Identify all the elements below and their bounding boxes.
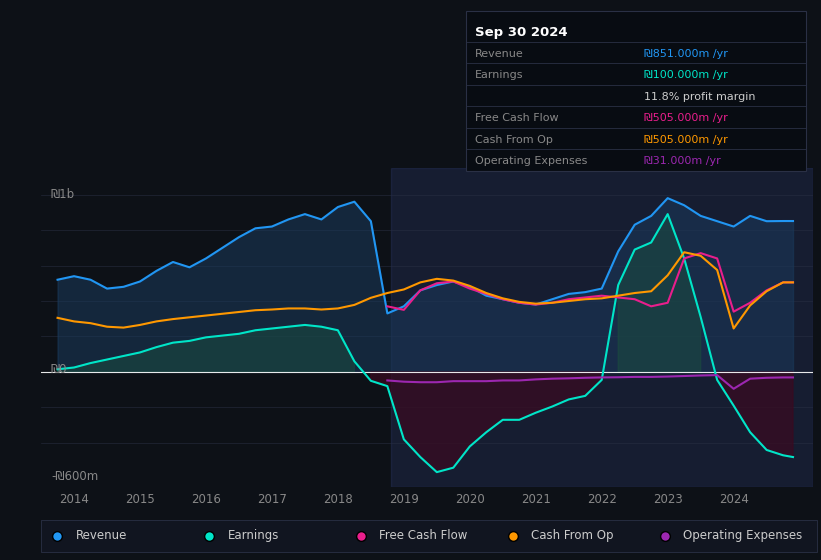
- Text: Free Cash Flow: Free Cash Flow: [475, 113, 559, 123]
- Text: Cash From Op: Cash From Op: [475, 134, 553, 144]
- Text: Sep 30 2024: Sep 30 2024: [475, 26, 568, 39]
- Text: Earnings: Earnings: [227, 529, 279, 543]
- Text: Operating Expenses: Operating Expenses: [683, 529, 802, 543]
- Text: Operating Expenses: Operating Expenses: [475, 156, 588, 166]
- Text: ₪0: ₪0: [51, 363, 67, 376]
- Text: ₪505.000m /yr: ₪505.000m /yr: [644, 113, 728, 123]
- Text: -₪600m: -₪600m: [51, 470, 99, 483]
- Text: ₪31.000m /yr: ₪31.000m /yr: [644, 156, 721, 166]
- Text: 11.8% profit margin: 11.8% profit margin: [644, 92, 756, 102]
- Text: ₪100.000m /yr: ₪100.000m /yr: [644, 70, 728, 80]
- Bar: [391, 168, 813, 487]
- Text: Free Cash Flow: Free Cash Flow: [379, 529, 468, 543]
- Text: Revenue: Revenue: [76, 529, 127, 543]
- Text: ₪851.000m /yr: ₪851.000m /yr: [644, 49, 728, 59]
- Text: ₪505.000m /yr: ₪505.000m /yr: [644, 134, 728, 144]
- Text: Earnings: Earnings: [475, 70, 524, 80]
- Text: Cash From Op: Cash From Op: [531, 529, 613, 543]
- Text: ₪1b: ₪1b: [51, 188, 75, 201]
- Text: Revenue: Revenue: [475, 49, 524, 59]
